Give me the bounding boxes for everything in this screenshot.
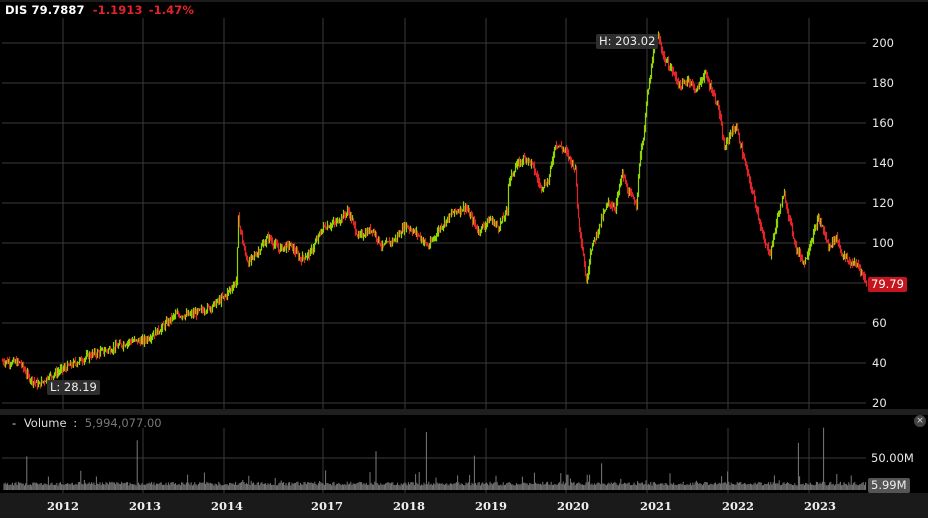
- x-label-2013: 2013: [128, 499, 162, 513]
- x-label-2019: 2019: [474, 499, 508, 513]
- x-label-2014: 2014: [210, 499, 244, 513]
- current-price-tag: 79.79: [868, 277, 907, 292]
- volume-axis-label: 50.00M: [871, 451, 914, 465]
- high-annotation: H: 203.02: [596, 34, 659, 49]
- x-label-2018: 2018: [392, 499, 426, 513]
- low-annotation: L: 28.19: [47, 380, 100, 395]
- panel-separator[interactable]: [0, 409, 928, 415]
- x-label-2017: 2017: [310, 499, 344, 513]
- x-label-2022: 2022: [721, 499, 755, 513]
- volume-separator: :: [73, 416, 78, 430]
- y-label-160: 160: [872, 116, 894, 130]
- volume-title: Volume: [23, 416, 67, 430]
- x-label-2020: 2020: [556, 499, 590, 513]
- top-border: [0, 0, 928, 2]
- y-label-100: 100: [872, 236, 894, 250]
- volume-value: 5,994,077.00: [84, 416, 162, 430]
- x-label-2023: 2023: [803, 499, 837, 513]
- y-label-200: 200: [872, 36, 894, 50]
- volume-legend: - Volume : 5,994,077.00: [12, 416, 162, 430]
- last-price: 79.7887: [31, 3, 85, 17]
- symbol-label: DIS: [5, 3, 28, 17]
- y-label-180: 180: [872, 76, 894, 90]
- price-change-pct: -1.47%: [148, 3, 194, 17]
- x-label-2021: 2021: [639, 499, 673, 513]
- close-volume-panel-button[interactable]: ×: [914, 415, 926, 427]
- price-change: -1.1913: [92, 3, 143, 17]
- y-label-140: 140: [872, 156, 894, 170]
- current-volume-tag: 5.99M: [868, 478, 910, 493]
- x-label-2012: 2012: [46, 499, 80, 513]
- y-label-120: 120: [872, 196, 894, 210]
- y-label-20: 20: [872, 396, 887, 410]
- y-label-60: 60: [872, 316, 887, 330]
- y-label-40: 40: [872, 356, 887, 370]
- close-icon: ×: [916, 416, 924, 426]
- symbol-header: DIS 79.7887 -1.1913 -1.47%: [5, 3, 194, 17]
- time-axis[interactable]: [0, 493, 928, 518]
- collapse-volume-toggle[interactable]: -: [12, 416, 17, 430]
